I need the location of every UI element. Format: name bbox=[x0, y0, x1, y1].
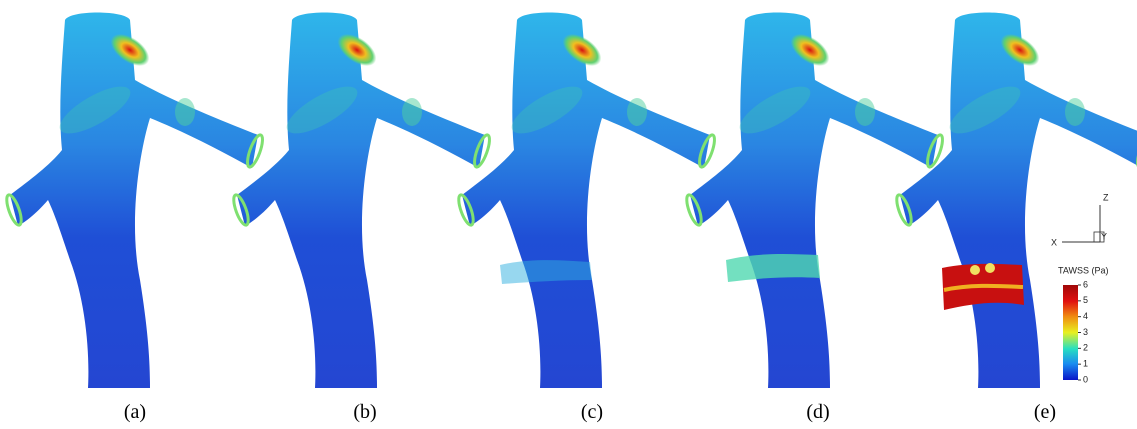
panel-e bbox=[894, 13, 1137, 389]
panel-c bbox=[456, 13, 718, 389]
panel-label: (d) bbox=[806, 401, 829, 423]
axis-label: Z bbox=[1103, 192, 1109, 202]
colorbar-tick-label: 6 bbox=[1083, 279, 1088, 289]
panel-label: (c) bbox=[581, 401, 603, 423]
panel-label: (b) bbox=[353, 401, 376, 423]
colorbar-tick-label: 3 bbox=[1083, 327, 1088, 337]
panel-b bbox=[231, 13, 493, 389]
panel-label: (e) bbox=[1034, 401, 1056, 423]
colorbar-tick-label: 0 bbox=[1083, 374, 1088, 384]
figure: (a) (b) (c) (d) (e) Z X Y TAWSS (Pa) 0 1 2… bbox=[0, 0, 1137, 429]
panel-a bbox=[4, 13, 266, 389]
colorbar-title: TAWSS (Pa) bbox=[1058, 265, 1109, 275]
axes-triad: Z X Y bbox=[1051, 192, 1109, 247]
axis-label: X bbox=[1051, 237, 1057, 247]
colorbar-tick-label: 2 bbox=[1083, 343, 1088, 353]
colorbar-tick-label: 5 bbox=[1083, 295, 1088, 305]
colorbar bbox=[1063, 285, 1078, 380]
panel-label: (a) bbox=[124, 401, 146, 423]
colorbar-tick-label: 1 bbox=[1083, 359, 1088, 369]
colorbar-tick-label: 4 bbox=[1083, 311, 1088, 321]
axis-label: Y bbox=[1101, 231, 1107, 241]
